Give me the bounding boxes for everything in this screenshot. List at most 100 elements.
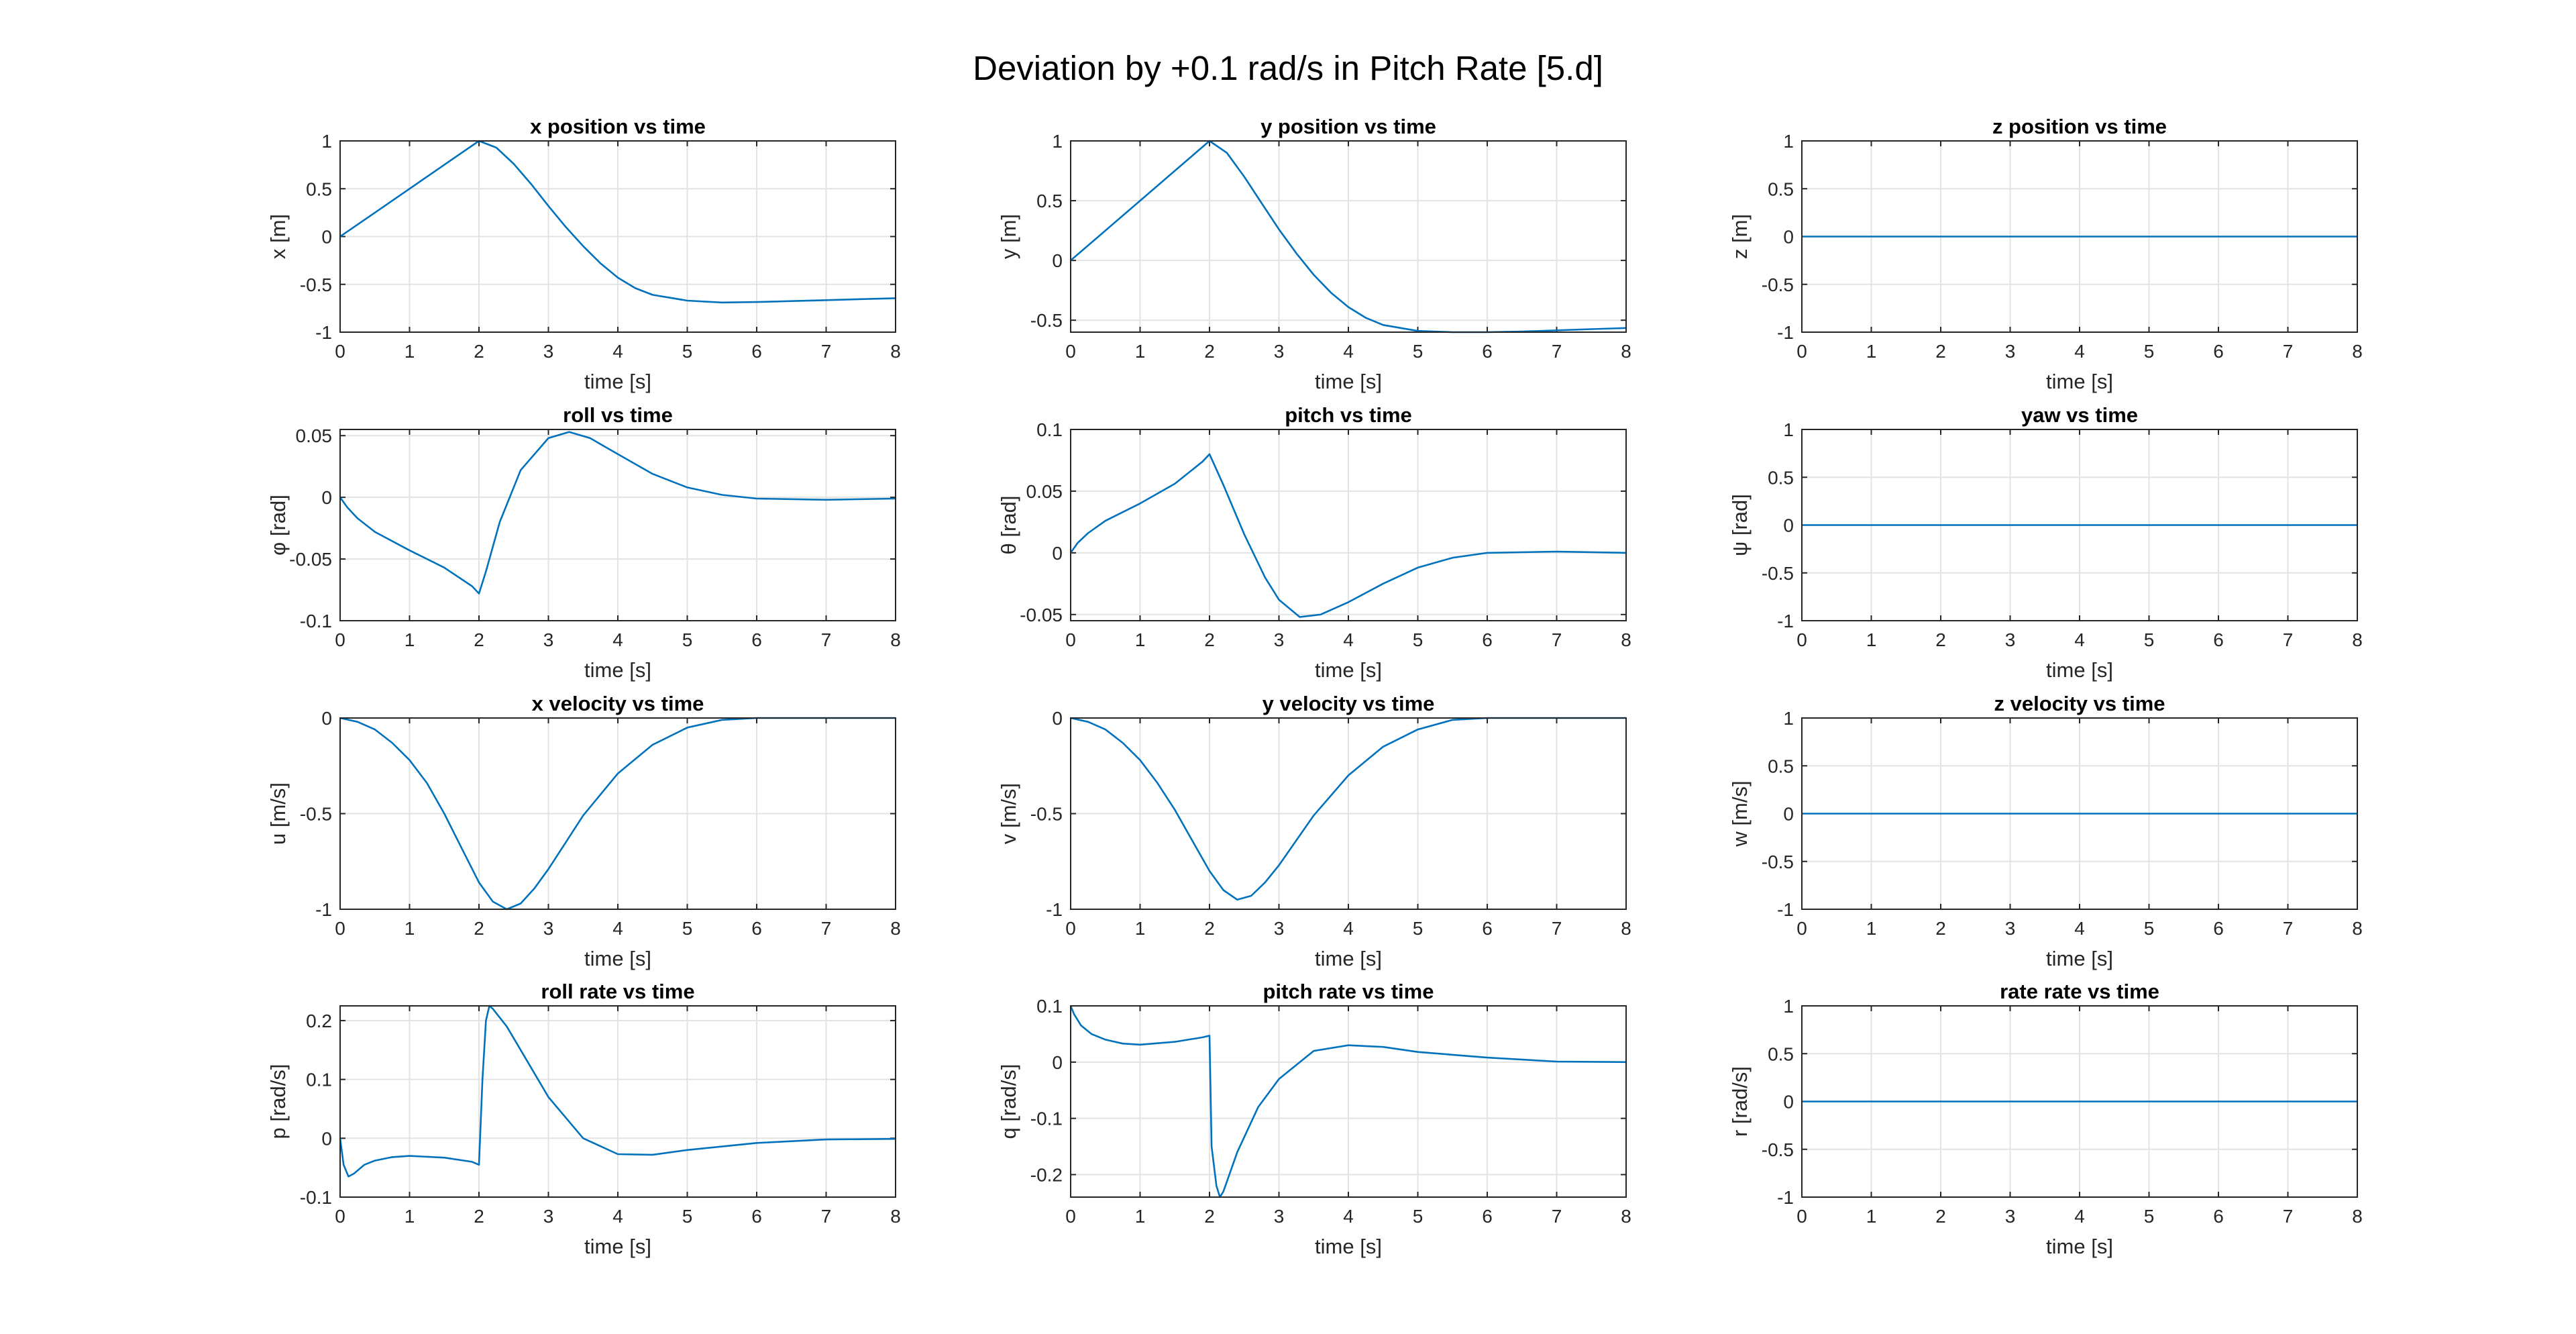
y-axis-label: ψ [rad] bbox=[1728, 494, 1752, 556]
y-tick-label: -1 bbox=[315, 899, 332, 920]
y-tick-label: 0 bbox=[321, 708, 332, 729]
x-tick-label: 7 bbox=[1552, 341, 1562, 362]
x-tick-label: 6 bbox=[751, 341, 762, 362]
x-tick-label: 5 bbox=[1413, 1206, 1424, 1227]
x-tick-label: 6 bbox=[2213, 918, 2224, 939]
x-tick-label: 0 bbox=[335, 341, 345, 362]
x-axis-label: time [s] bbox=[1315, 658, 1382, 682]
x-tick-label: 5 bbox=[682, 918, 693, 939]
y-tick-label: 0.05 bbox=[296, 425, 333, 446]
x-axis-label: time [s] bbox=[2046, 947, 2113, 970]
x-tick-label: 6 bbox=[2213, 341, 2224, 362]
subplot-12: 0 1 2 3 4 5 6 7 8 -1 -0.5 0 0.5 1 rate rate vs time tim… bbox=[1728, 980, 2363, 1258]
x-tick-label: 2 bbox=[474, 629, 484, 650]
subplot-6: 0 1 2 3 4 5 6 7 8 -1 -0.5 0 0.5 1 yaw vs time time [s] ψ… bbox=[1728, 403, 2363, 682]
x-tick-label: 4 bbox=[1343, 1206, 1354, 1227]
x-axis-label: time [s] bbox=[1315, 370, 1382, 393]
y-tick-label: 1 bbox=[1052, 131, 1063, 152]
x-tick-label: 1 bbox=[405, 1206, 415, 1227]
x-tick-label: 0 bbox=[1065, 629, 1076, 650]
x-tick-label: 7 bbox=[821, 1206, 832, 1227]
y-tick-label: -0.5 bbox=[1030, 804, 1063, 825]
x-tick-label: 0 bbox=[1796, 629, 1807, 650]
subplot-11: 0 1 2 3 4 5 6 7 8 -0.2 -0.1 0 0.1 pitch rate vs time t… bbox=[997, 980, 1631, 1258]
subplot-title: rate rate vs time bbox=[2000, 980, 2159, 1003]
x-tick-label: 5 bbox=[1413, 918, 1424, 939]
y-tick-label: 1 bbox=[1783, 708, 1794, 729]
y-axis-label: z [m] bbox=[1728, 214, 1752, 259]
x-tick-label: 8 bbox=[890, 341, 901, 362]
y-tick-label: -0.5 bbox=[1762, 1139, 1794, 1160]
x-tick-label: 6 bbox=[1482, 1206, 1493, 1227]
x-tick-label: 3 bbox=[543, 918, 554, 939]
x-tick-label: 2 bbox=[474, 1206, 484, 1227]
x-tick-label: 5 bbox=[2144, 341, 2155, 362]
subplot-title: z velocity vs time bbox=[1994, 692, 2165, 715]
x-tick-label: 8 bbox=[2352, 629, 2363, 650]
x-tick-label: 1 bbox=[1135, 341, 1146, 362]
subplot-title: roll vs time bbox=[563, 403, 673, 427]
y-tick-label: -0.5 bbox=[300, 274, 332, 295]
x-tick-label: 4 bbox=[612, 629, 623, 650]
data-series-line bbox=[339, 431, 896, 595]
y-tick-label: 1 bbox=[321, 131, 332, 152]
x-tick-label: 4 bbox=[2074, 629, 2085, 650]
y-tick-label: 0 bbox=[1783, 515, 1794, 536]
subplot-title: x position vs time bbox=[530, 115, 706, 138]
x-tick-label: 7 bbox=[1552, 629, 1562, 650]
y-tick-label: 0 bbox=[321, 1128, 332, 1149]
x-tick-label: 5 bbox=[682, 1206, 693, 1227]
y-axis-label: p [rad/s] bbox=[266, 1064, 290, 1139]
x-tick-label: 7 bbox=[1552, 918, 1562, 939]
axes-box bbox=[1070, 140, 1627, 333]
subplot-title: y position vs time bbox=[1260, 115, 1436, 138]
x-axis-label: time [s] bbox=[2046, 1235, 2113, 1258]
figure-title: Deviation by +0.1 rad/s in Pitch Rate [5… bbox=[973, 49, 1603, 87]
y-tick-label: 1 bbox=[1783, 996, 1794, 1017]
y-tick-label: 0 bbox=[1052, 1052, 1063, 1073]
y-tick-label: 0 bbox=[321, 487, 332, 508]
y-tick-label: -1 bbox=[1777, 1187, 1794, 1208]
x-tick-label: 1 bbox=[405, 341, 415, 362]
x-tick-label: 3 bbox=[2005, 341, 2016, 362]
axes-box bbox=[339, 429, 896, 621]
x-tick-label: 6 bbox=[751, 918, 762, 939]
data-series-line bbox=[1069, 1005, 1627, 1198]
x-tick-label: 3 bbox=[1274, 1206, 1285, 1227]
x-tick-label: 0 bbox=[1065, 918, 1076, 939]
subplot-7: 0 1 2 3 4 5 6 7 8 -1 -0.5 0 x velocity vs time time [… bbox=[266, 692, 901, 970]
subplot-3: 0 1 2 3 4 5 6 7 8 -1 -0.5 0 0.5 1 z position vs time ti… bbox=[1728, 115, 2363, 393]
x-tick-label: 3 bbox=[543, 1206, 554, 1227]
y-tick-label: 0 bbox=[321, 227, 332, 248]
data-series-line bbox=[339, 717, 896, 911]
y-tick-label: 1 bbox=[1783, 419, 1794, 440]
y-tick-label: -0.5 bbox=[1762, 852, 1794, 872]
y-tick-label: -1 bbox=[1777, 899, 1794, 920]
y-tick-label: -1 bbox=[1777, 322, 1794, 343]
x-tick-label: 2 bbox=[1935, 918, 1946, 939]
x-tick-label: 5 bbox=[2144, 629, 2155, 650]
x-tick-label: 6 bbox=[2213, 1206, 2224, 1227]
x-tick-label: 4 bbox=[612, 1206, 623, 1227]
x-tick-label: 0 bbox=[335, 918, 345, 939]
data-series-line bbox=[339, 1005, 896, 1178]
y-axis-label: q [rad/s] bbox=[997, 1064, 1020, 1139]
y-tick-label: 0.05 bbox=[1026, 481, 1063, 502]
x-tick-label: 0 bbox=[1796, 1206, 1807, 1227]
axes-box bbox=[339, 140, 896, 333]
x-tick-label: 6 bbox=[1482, 918, 1493, 939]
x-tick-label: 8 bbox=[890, 1206, 901, 1227]
x-tick-label: 1 bbox=[405, 918, 415, 939]
y-tick-label: -1 bbox=[315, 322, 332, 343]
x-tick-label: 5 bbox=[2144, 918, 2155, 939]
y-axis-label: x [m] bbox=[266, 214, 290, 259]
x-tick-label: 4 bbox=[2074, 1206, 2085, 1227]
x-tick-label: 6 bbox=[1482, 629, 1493, 650]
x-tick-label: 8 bbox=[1621, 341, 1631, 362]
x-tick-label: 4 bbox=[1343, 341, 1354, 362]
x-tick-label: 3 bbox=[543, 629, 554, 650]
y-tick-label: -0.2 bbox=[1030, 1164, 1063, 1185]
x-tick-label: 2 bbox=[1204, 629, 1215, 650]
x-tick-label: 2 bbox=[474, 341, 484, 362]
